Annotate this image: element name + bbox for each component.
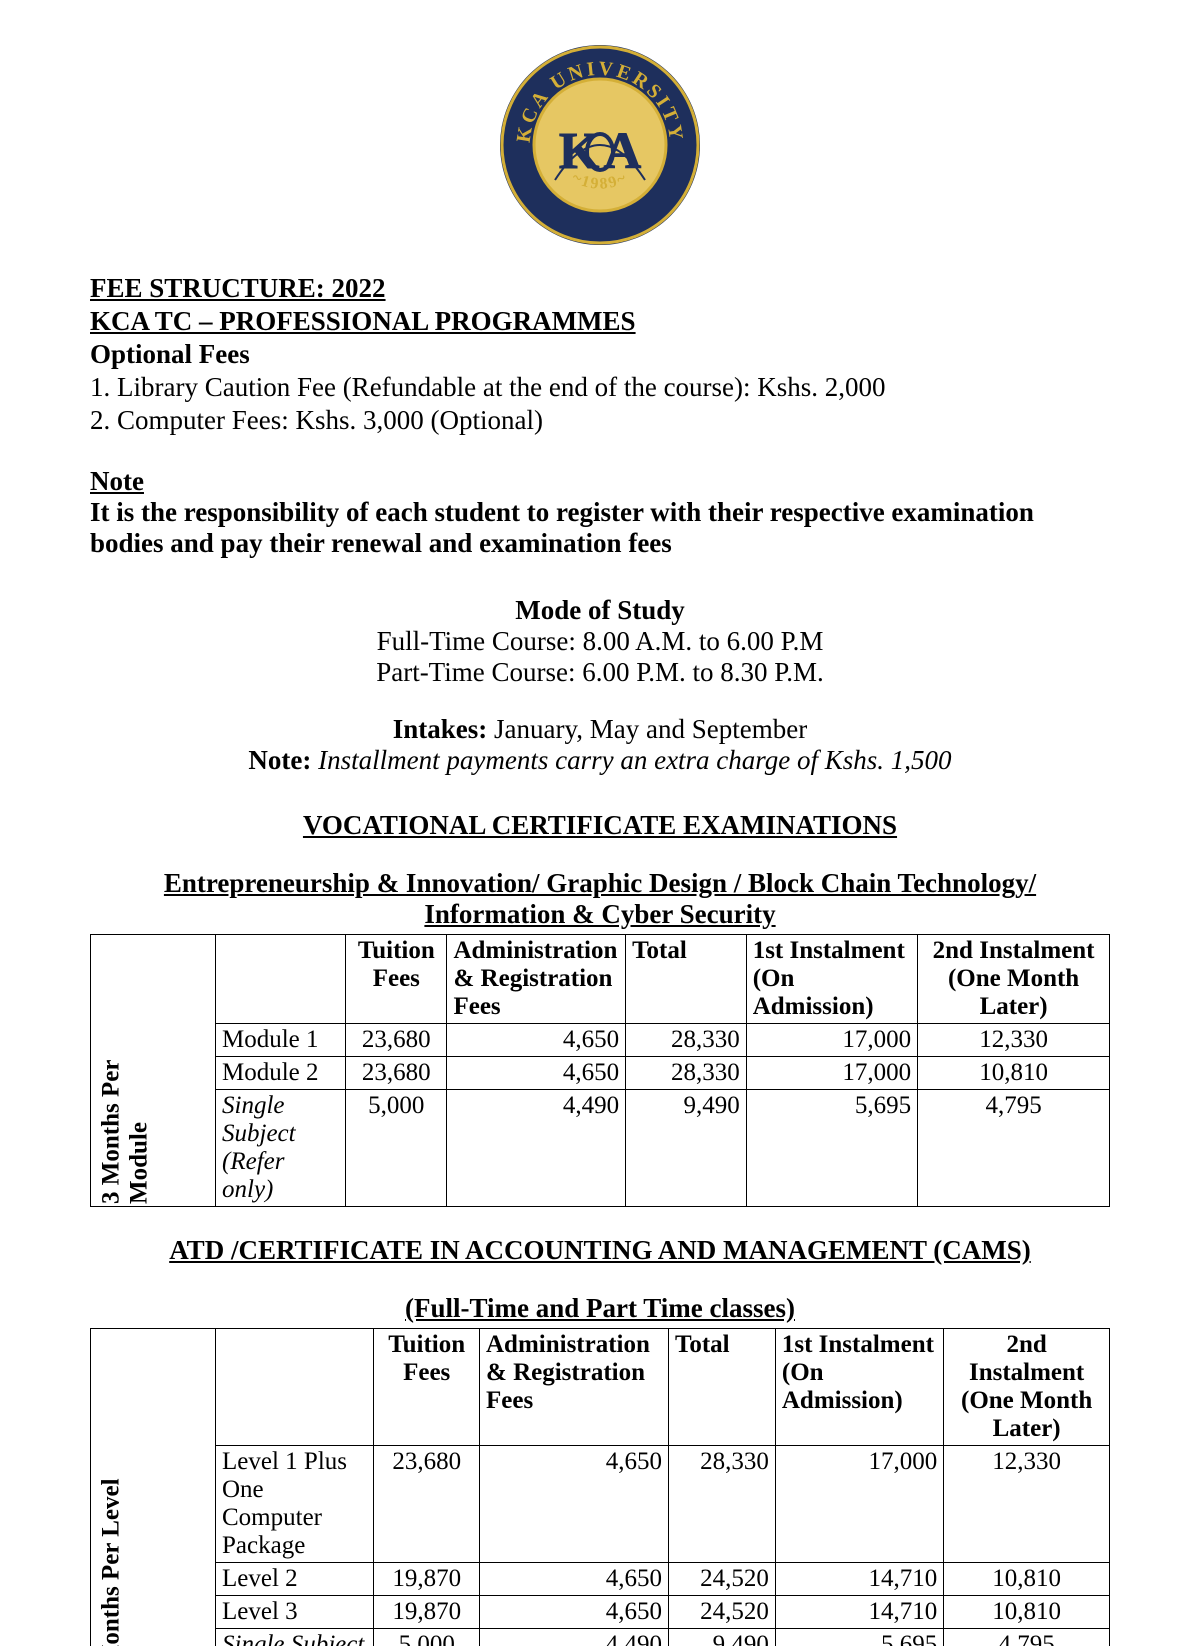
row-value: 9,490 <box>668 1629 775 1646</box>
row-name: Level 3 <box>216 1596 374 1629</box>
installment-note: Note: Installment payments carry an extr… <box>90 745 1110 776</box>
table-row: Single Subject (Refer only)5,0004,4909,4… <box>91 1090 1110 1207</box>
row-name: Level 1 Plus One Computer Package <box>216 1446 374 1563</box>
row-value: 5,000 <box>374 1629 480 1646</box>
row-value: 10,810 <box>944 1563 1110 1596</box>
row-value: 14,710 <box>775 1596 943 1629</box>
row-value: 23,680 <box>374 1446 480 1563</box>
row-value: 19,870 <box>374 1563 480 1596</box>
optional-fee-1: 1. Library Caution Fee (Refundable at th… <box>90 372 1110 403</box>
row-value: 5,695 <box>775 1629 943 1646</box>
row-value: 5,695 <box>746 1090 917 1207</box>
table-col-header: 1st Instalment (On Admission) <box>746 935 917 1024</box>
row-value: 17,000 <box>746 1024 917 1057</box>
section2-heading: ATD /CERTIFICATE IN ACCOUNTING AND MANAG… <box>90 1235 1110 1266</box>
page: KCA UNIVERSITY ~1989~ K A FEE STRUCTURE:… <box>0 0 1200 1646</box>
mode-of-study-block: Mode of Study Full-Time Course: 8.00 A.M… <box>90 595 1110 776</box>
row-value: 4,650 <box>480 1596 669 1629</box>
optional-fees-heading: Optional Fees <box>90 339 1110 370</box>
table-row: Single Subject (Refer only)5,0004,4909,4… <box>91 1629 1110 1646</box>
row-value: 28,330 <box>668 1446 775 1563</box>
table-col-header: Administration & Registration Fees <box>480 1329 669 1446</box>
logo-container: KCA UNIVERSITY ~1989~ K A <box>90 40 1110 255</box>
section1-heading: VOCATIONAL CERTIFICATE EXAMINATIONS <box>90 810 1110 841</box>
row-value: 4,490 <box>447 1090 626 1207</box>
table-col-header <box>216 935 346 1024</box>
row-value: 9,490 <box>626 1090 747 1207</box>
note-heading: Note <box>90 466 1110 497</box>
table-col-header: 1st Instalment (On Admission) <box>775 1329 943 1446</box>
table-col-header: Total <box>626 935 747 1024</box>
kca-logo-icon: KCA UNIVERSITY ~1989~ K A <box>495 40 705 250</box>
table-col-header: Tuition Fees <box>346 935 447 1024</box>
row-value: 23,680 <box>346 1024 447 1057</box>
title-programmes: KCA TC – PROFESSIONAL PROGRAMMES <box>90 306 1110 337</box>
section1-sub1: Entrepreneurship & Innovation/ Graphic D… <box>90 868 1110 899</box>
row-value: 28,330 <box>626 1057 747 1090</box>
row-value: 14,710 <box>775 1563 943 1596</box>
installment-note-label: Note: <box>248 745 318 775</box>
mode-line-1: Full-Time Course: 8.00 A.M. to 6.00 P.M <box>90 626 1110 657</box>
table-col-header: Total <box>668 1329 775 1446</box>
table-col-header: 2nd Instalment (One Month Later) <box>918 935 1110 1024</box>
row-value: 17,000 <box>746 1057 917 1090</box>
row-value: 24,520 <box>668 1563 775 1596</box>
table-rotated-label: 3 Months Per Module <box>91 935 216 1207</box>
note-body: It is the responsibility of each student… <box>90 497 1110 559</box>
title-fee-structure: FEE STRUCTURE: 2022 <box>90 273 1110 304</box>
row-name: Level 2 <box>216 1563 374 1596</box>
table-row: Module 123,6804,65028,33017,00012,330 <box>91 1024 1110 1057</box>
table-col-header: 2nd Instalment (One Month Later) <box>944 1329 1110 1446</box>
row-value: 10,810 <box>918 1057 1110 1090</box>
row-value: 4,650 <box>480 1563 669 1596</box>
row-value: 28,330 <box>626 1024 747 1057</box>
row-value: 4,650 <box>447 1057 626 1090</box>
row-name: Single Subject (Refer only) <box>216 1090 346 1207</box>
row-value: 17,000 <box>775 1446 943 1563</box>
table-row: Level 219,8704,65024,52014,71010,810 <box>91 1563 1110 1596</box>
intakes-value: January, May and September <box>494 714 807 744</box>
installment-note-value: Installment payments carry an extra char… <box>318 745 951 775</box>
row-value: 4,650 <box>447 1024 626 1057</box>
row-name: Module 2 <box>216 1057 346 1090</box>
row-name: Module 1 <box>216 1024 346 1057</box>
row-value: 4,490 <box>480 1629 669 1646</box>
intakes-line: Intakes: January, May and September <box>90 714 1110 745</box>
section1-sub2: Information & Cyber Security <box>90 899 1110 930</box>
intakes-label: Intakes: <box>393 714 494 744</box>
row-value: 4,795 <box>944 1629 1110 1646</box>
row-value: 12,330 <box>944 1446 1110 1563</box>
row-value: 4,795 <box>918 1090 1110 1207</box>
mode-line-2: Part-Time Course: 6.00 P.M. to 8.30 P.M. <box>90 657 1110 688</box>
table-vocational: 3 Months Per Module Tuition FeesAdministr… <box>90 934 1110 1207</box>
row-value: 24,520 <box>668 1596 775 1629</box>
row-name: Single Subject (Refer only) <box>216 1629 374 1646</box>
table-atd-cams: 4 Months Per Level Tuition FeesAdministra… <box>90 1328 1110 1646</box>
row-value: 23,680 <box>346 1057 447 1090</box>
section2-sub: (Full-Time and Part Time classes) <box>90 1293 1110 1324</box>
table-col-header: Tuition Fees <box>374 1329 480 1446</box>
row-value: 19,870 <box>374 1596 480 1629</box>
mode-head: Mode of Study <box>90 595 1110 626</box>
row-value: 10,810 <box>944 1596 1110 1629</box>
table-row: Level 1 Plus One Computer Package23,6804… <box>91 1446 1110 1563</box>
optional-fee-2: 2. Computer Fees: Kshs. 3,000 (Optional) <box>90 405 1110 436</box>
table-col-header: Administration & Registration Fees <box>447 935 626 1024</box>
row-value: 5,000 <box>346 1090 447 1207</box>
table-row: Module 223,6804,65028,33017,00010,810 <box>91 1057 1110 1090</box>
row-value: 4,650 <box>480 1446 669 1563</box>
row-value: 12,330 <box>918 1024 1110 1057</box>
table-col-header <box>216 1329 374 1446</box>
table-row: Level 319,8704,65024,52014,71010,810 <box>91 1596 1110 1629</box>
table-rotated-label: 4 Months Per Level <box>91 1329 216 1646</box>
